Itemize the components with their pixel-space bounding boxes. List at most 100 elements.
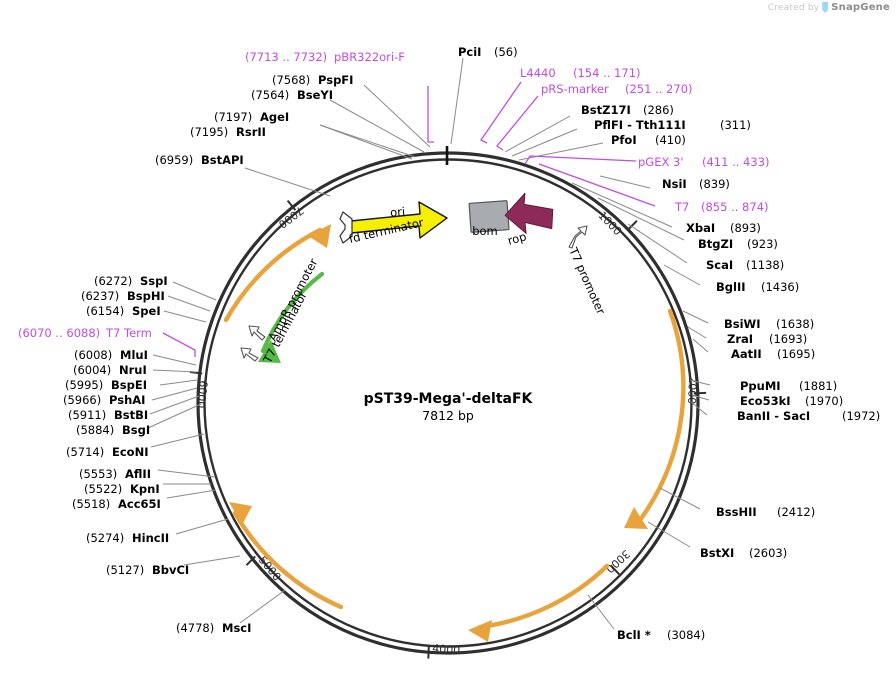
site-name: PshAI: [109, 393, 145, 407]
ruler-tick-label: 1000: [595, 209, 624, 238]
site-position: (1436): [761, 280, 799, 294]
site-label[interactable]: BtgZI (923): [698, 237, 778, 251]
feature-rop: rop: [504, 192, 554, 248]
site-label[interactable]: (6272) SspI: [94, 274, 168, 288]
site-name: MscI: [222, 621, 251, 635]
flag-icon: [822, 2, 829, 13]
site-name: Acc65I: [118, 497, 161, 511]
ruler-tick-2000: 2000: [685, 376, 707, 404]
site-name: BstXI: [700, 546, 734, 560]
site-label[interactable]: ScaI (1138): [706, 258, 784, 272]
site-name: pGEX 3': [638, 155, 684, 169]
site-label[interactable]: (5553) AflII: [79, 467, 151, 481]
site-label[interactable]: BanII - SacI (1972): [737, 409, 880, 423]
green-arc-ampr-promoter: [258, 271, 325, 363]
site-label[interactable]: XbaI (893): [686, 221, 761, 235]
site-name: BglII: [716, 280, 746, 294]
site-label[interactable]: (6959) BstAPI: [155, 153, 244, 167]
ruler-tick-label: 4000: [432, 642, 461, 657]
site-label[interactable]: L4440 (154 .. 171): [520, 66, 641, 80]
site-label[interactable]: Eco53kI (1970): [740, 394, 843, 408]
site-name: RsrII: [236, 125, 266, 139]
site-name: ZraI: [727, 332, 753, 346]
site-name: XbaI: [686, 221, 715, 235]
site-name: BstBI: [114, 408, 148, 422]
site-label[interactable]: (5274) HincII: [86, 531, 169, 545]
site-name: pRS-marker: [541, 82, 609, 96]
site-label[interactable]: (7713 .. 7732) pBR322ori-F: [245, 50, 405, 64]
site-label[interactable]: T7 (855 .. 874): [674, 200, 769, 214]
leader-lines: [147, 57, 711, 630]
site-position: (410): [655, 133, 686, 147]
site-position: (6004): [73, 363, 111, 377]
snapgene-brand: SnapGene: [831, 2, 890, 13]
site-position: (7568): [272, 73, 310, 87]
site-position: (6070 .. 6088): [18, 326, 100, 340]
site-position: (1881): [799, 379, 837, 393]
orange-arc-bottom-left: [229, 502, 344, 610]
site-label[interactable]: ZraI (1693): [727, 332, 807, 346]
site-label[interactable]: (7197) AgeI: [214, 110, 289, 124]
site-label[interactable]: (6004) NruI: [73, 363, 147, 377]
site-position: (251 .. 270): [625, 82, 693, 96]
site-position: (56): [494, 45, 518, 59]
feature-label-bom: bom: [472, 224, 498, 238]
site-label[interactable]: PpuMI (1881): [740, 379, 837, 393]
site-label[interactable]: (4778) MscI: [176, 621, 251, 635]
site-label[interactable]: (5995) BspEI: [65, 378, 147, 392]
site-label[interactable]: (7568) PspFI: [272, 73, 353, 87]
feature-label-rop: rop: [506, 229, 528, 248]
site-label[interactable]: (5911) BstBI: [68, 408, 148, 422]
credit-prefix: Created by: [767, 2, 820, 13]
site-position: (5127): [106, 563, 144, 577]
site-position: (7713 .. 7732): [245, 50, 327, 64]
labels-left: (6272) SspI (6237) BspHI (6154) SpeI (60…: [18, 274, 251, 635]
feature-bom: bom: [468, 200, 510, 238]
site-label[interactable]: (6237) BspHI: [81, 289, 165, 303]
site-label[interactable]: (6154) SpeI: [86, 304, 161, 318]
ruler-tick-3000: 3000: [603, 547, 633, 575]
site-label[interactable]: BclI * (3084): [617, 628, 705, 642]
site-label[interactable]: BstZ17I (286): [581, 103, 674, 117]
site-name: Eco53kI: [740, 394, 791, 408]
site-label[interactable]: (7195) RsrII: [190, 125, 266, 139]
site-position: (923): [747, 237, 778, 251]
site-name: BspEI: [111, 378, 147, 392]
site-label[interactable]: BstXI (2603): [700, 546, 787, 560]
site-label[interactable]: BglII (1436): [716, 280, 799, 294]
site-label[interactable]: AatII (1695): [731, 347, 815, 361]
site-name: BsiWI: [724, 317, 761, 331]
site-label[interactable]: (5714) EcoNI: [66, 445, 148, 459]
site-name: NruI: [119, 363, 147, 377]
site-label[interactable]: (5522) KpnI: [84, 482, 160, 496]
site-label[interactable]: PciI (56): [458, 45, 518, 59]
labels-top-center: PciI (56): [458, 45, 518, 59]
labels-top-right: L4440 (154 .. 171) pRS-marker (251 .. 27…: [520, 66, 770, 169]
site-label[interactable]: (5127) BbvCI: [106, 563, 189, 577]
site-name: AflII: [125, 467, 151, 481]
site-label[interactable]: PflFI - Tth111I (311): [594, 118, 751, 132]
site-label[interactable]: (5966) PshAI: [63, 393, 145, 407]
labels-right: NsiI (839) T7 (855 .. 874) XbaI (893) Bt…: [617, 177, 880, 642]
site-label[interactable]: PfoI (410): [611, 133, 686, 147]
site-name: KpnI: [130, 482, 160, 496]
ruler-tick-label: 6000: [194, 380, 210, 409]
site-position: (2603): [749, 546, 787, 560]
site-label[interactable]: (6008) MluI: [74, 348, 148, 362]
site-label[interactable]: NsiI (839): [662, 177, 730, 191]
site-position: (7195): [190, 125, 228, 139]
site-label[interactable]: BssHII (2412): [716, 505, 815, 519]
site-label[interactable]: pGEX 3' (411 .. 433): [638, 155, 770, 169]
site-label[interactable]: (6070 .. 6088) T7 Term: [18, 326, 152, 340]
site-label[interactable]: pRS-marker (251 .. 270): [541, 82, 693, 96]
site-name: SspI: [140, 274, 168, 288]
site-label[interactable]: BsiWI (1638): [724, 317, 814, 331]
site-position: (286): [643, 103, 674, 117]
site-position: (893): [730, 221, 761, 235]
site-label[interactable]: (5884) BsgI: [76, 423, 150, 437]
site-name: AatII: [731, 347, 762, 361]
site-name: NsiI: [662, 177, 687, 191]
site-position: (5518): [72, 497, 110, 511]
site-label[interactable]: (5518) Acc65I: [72, 497, 161, 511]
site-label[interactable]: (7564) BseYI: [251, 88, 333, 102]
